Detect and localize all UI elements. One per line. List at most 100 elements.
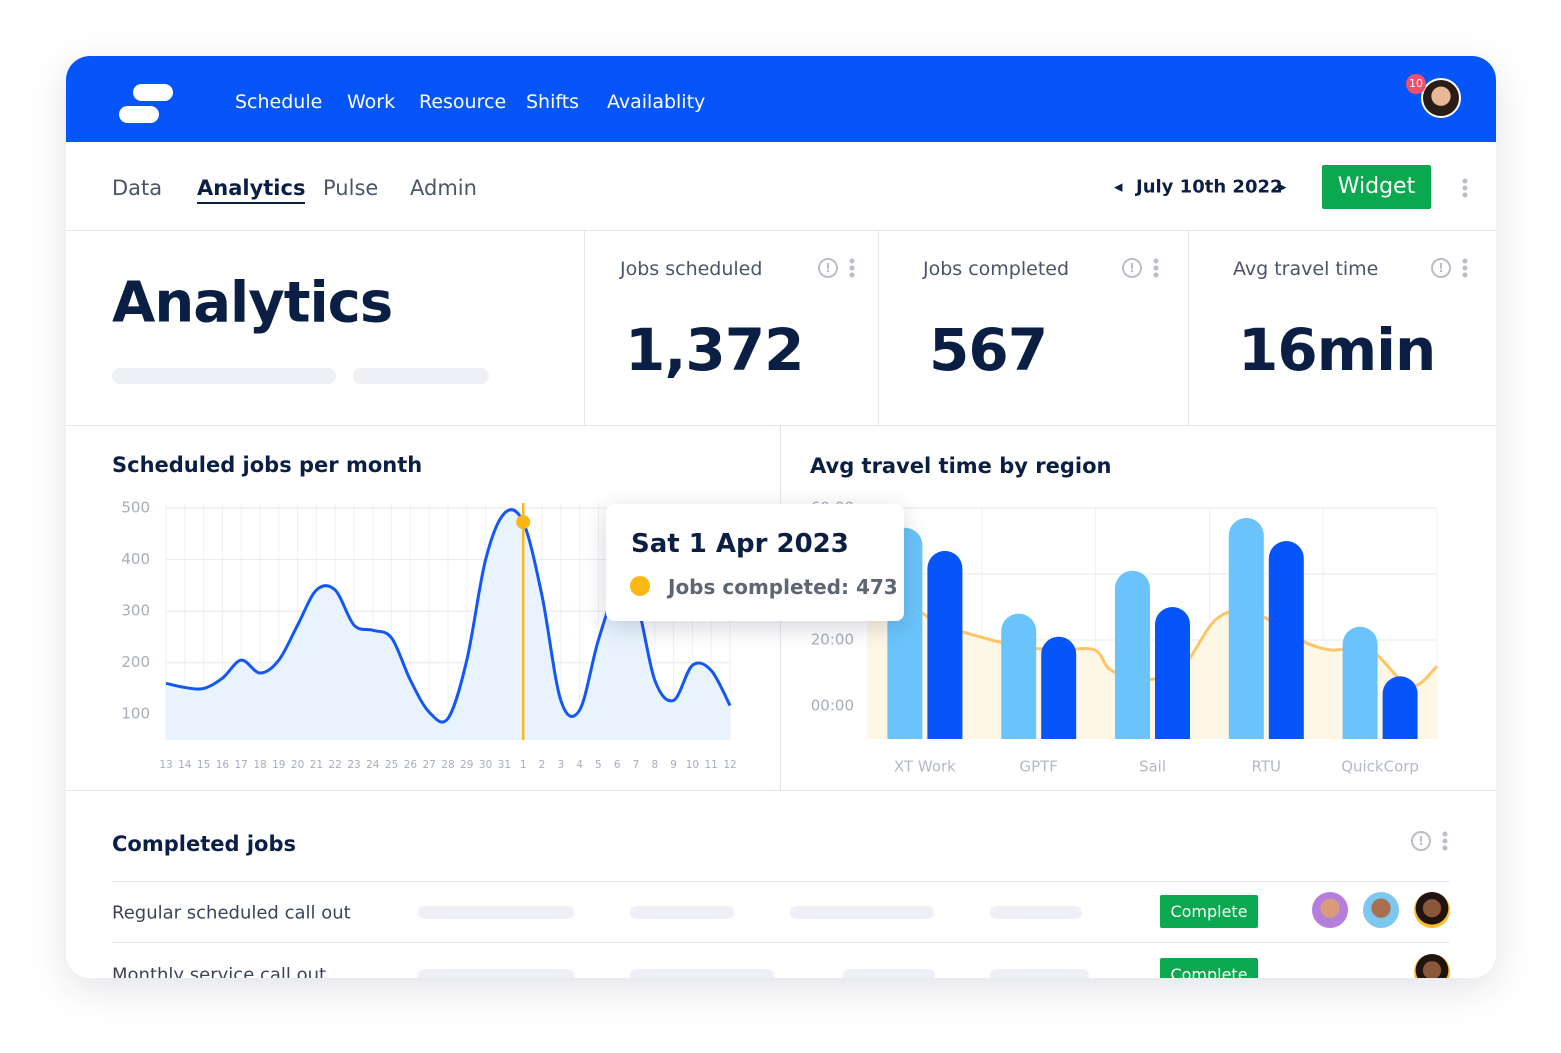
x-tick-label: 13 bbox=[159, 759, 172, 771]
part bbox=[849, 272, 855, 278]
tooltip-dot bbox=[630, 576, 650, 596]
x-tick-label: 11 bbox=[705, 759, 718, 771]
job-name: Monthly service call out bbox=[112, 964, 327, 979]
x-tick-label: 7 bbox=[633, 759, 640, 771]
kpi-value: 567 bbox=[929, 316, 1048, 384]
part bbox=[1442, 845, 1448, 851]
status-badge: Complete bbox=[1160, 895, 1258, 928]
tooltip: Sat 1 Apr 2023 Jobs completed: 473 bbox=[606, 504, 904, 621]
y-tick-label: 500 bbox=[121, 499, 150, 517]
tooltip-text: Jobs completed: 473 bbox=[668, 575, 898, 599]
x-tick-label: 30 bbox=[479, 759, 492, 771]
x-tick-label: 18 bbox=[253, 759, 266, 771]
y-tick-label: 20:00 bbox=[811, 631, 854, 649]
info-icon[interactable]: ! bbox=[818, 258, 838, 278]
placeholder bbox=[418, 906, 574, 919]
chart-title: Avg travel time by region bbox=[810, 454, 1112, 478]
top-bar: Schedule Work Resource Shifts Availablit… bbox=[66, 56, 1496, 142]
bar bbox=[927, 550, 963, 739]
menu[interactable] bbox=[1153, 257, 1159, 280]
bar bbox=[1382, 676, 1418, 739]
y-tick-label: 00:00 bbox=[811, 697, 854, 715]
x-tick-label: 26 bbox=[404, 759, 418, 771]
divider bbox=[1188, 230, 1189, 425]
prev-date[interactable]: ◀ bbox=[1114, 180, 1123, 194]
tooltip-title: Sat 1 Apr 2023 bbox=[631, 529, 849, 559]
x-tick-label: 17 bbox=[235, 759, 248, 771]
menu[interactable] bbox=[1462, 177, 1468, 200]
x-tick-label: 27 bbox=[423, 759, 436, 771]
widget-button[interactable]: Widget bbox=[1322, 165, 1431, 209]
kpi-label: Jobs completed bbox=[923, 258, 1070, 280]
part bbox=[1462, 272, 1468, 278]
part bbox=[1462, 185, 1468, 191]
part bbox=[849, 258, 855, 264]
bar bbox=[1001, 613, 1037, 739]
x-tick-label: 24 bbox=[366, 759, 380, 771]
nav-item[interactable]: Availablity bbox=[607, 91, 706, 113]
bar bbox=[1228, 517, 1264, 739]
x-tick-label: Sail bbox=[1139, 758, 1166, 776]
menu[interactable] bbox=[849, 257, 855, 280]
x-tick-label: 1 bbox=[520, 759, 527, 771]
chart-title: Scheduled jobs per month bbox=[112, 453, 423, 477]
nav-item[interactable]: Work bbox=[347, 91, 396, 113]
part bbox=[849, 265, 855, 271]
next-date[interactable]: ▶ bbox=[1278, 180, 1287, 194]
section-title: Completed jobs bbox=[112, 832, 296, 856]
x-tick-label: 12 bbox=[723, 759, 736, 771]
divider bbox=[584, 230, 585, 425]
nav-item[interactable]: Schedule bbox=[235, 91, 323, 113]
nav-item[interactable]: Shifts bbox=[526, 91, 580, 113]
x-tick-label: 8 bbox=[651, 759, 658, 771]
divider bbox=[878, 230, 879, 425]
kpi-value: 16min bbox=[1238, 316, 1436, 384]
info-icon[interactable]: ! bbox=[1411, 831, 1431, 851]
x-tick-label: 15 bbox=[197, 759, 210, 771]
part bbox=[1153, 265, 1159, 271]
row-divider bbox=[112, 881, 1450, 882]
part bbox=[1442, 838, 1448, 844]
x-tick-label: 22 bbox=[329, 759, 342, 771]
x-tick-label: 9 bbox=[670, 759, 677, 771]
nav-item[interactable]: Resource bbox=[419, 91, 507, 113]
user-avatar[interactable] bbox=[1421, 78, 1461, 118]
x-tick-label: 31 bbox=[498, 759, 511, 771]
x-tick-label: 14 bbox=[178, 759, 192, 771]
tab[interactable]: Admin bbox=[410, 176, 477, 200]
x-tick-label: 20 bbox=[291, 759, 304, 771]
date: July 10th 2022 bbox=[1136, 176, 1283, 198]
page-title: Analytics bbox=[112, 270, 393, 336]
tab[interactable]: Analytics bbox=[197, 176, 306, 204]
placeholder bbox=[990, 969, 1089, 978]
avatar bbox=[1310, 890, 1350, 930]
bar bbox=[1155, 607, 1190, 739]
logo bbox=[133, 84, 173, 101]
x-tick-label: 3 bbox=[557, 759, 564, 771]
info-icon[interactable]: ! bbox=[1122, 258, 1142, 278]
menu[interactable] bbox=[1442, 830, 1448, 853]
app-window: Schedule Work Resource Shifts Availablit… bbox=[66, 56, 1496, 978]
tab[interactable]: Pulse bbox=[323, 176, 379, 200]
kpi-label: Avg travel time bbox=[1233, 258, 1379, 280]
x-tick-label: RTU bbox=[1252, 758, 1281, 776]
logo bbox=[119, 106, 159, 123]
bar bbox=[1342, 626, 1378, 739]
menu[interactable] bbox=[1462, 257, 1468, 280]
y-tick-label: 300 bbox=[121, 602, 150, 620]
placeholder bbox=[353, 368, 489, 384]
bar bbox=[1115, 570, 1150, 739]
part bbox=[1442, 831, 1448, 837]
part bbox=[1153, 272, 1159, 278]
x-tick-label: 10 bbox=[686, 759, 699, 771]
x-tick-label: 19 bbox=[272, 759, 285, 771]
x-tick-label: XT Work bbox=[894, 758, 956, 776]
highlight-point bbox=[516, 515, 531, 530]
y-tick-label: 200 bbox=[121, 653, 150, 671]
info-icon[interactable]: ! bbox=[1431, 258, 1451, 278]
placeholder bbox=[790, 906, 934, 919]
part bbox=[1462, 265, 1468, 271]
tab[interactable]: Data bbox=[112, 176, 163, 200]
